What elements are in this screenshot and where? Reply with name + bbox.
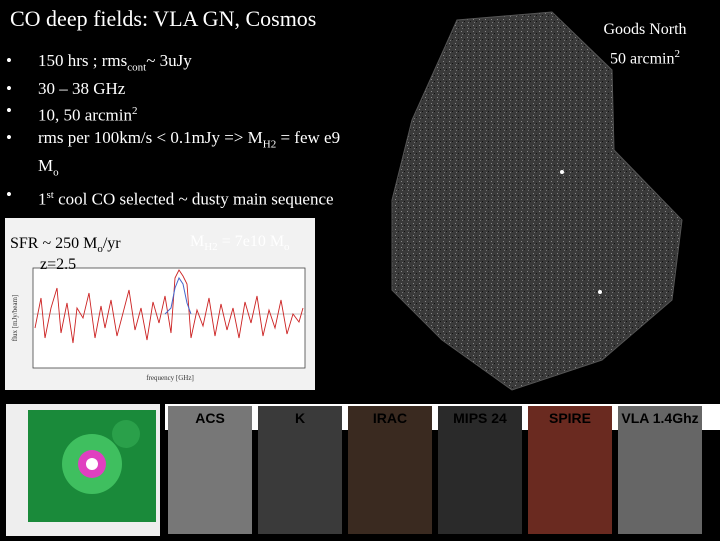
bullet-item: 1st cool CO selected ~ dusty main sequen… [6,184,351,211]
stamp-label: K [294,410,306,426]
field-label: Goods North 50 arcmin2 [603,21,687,68]
stamp-label: MIPS 24 [453,410,507,426]
sfr-annotation: SFR ~ 250 Mo/yr [10,235,121,256]
field-map-svg [391,11,683,391]
contour-svg [28,410,156,522]
bullet-item: 30 – 38 GHz [6,78,351,100]
source-marker [598,290,602,294]
contour-core [86,458,98,470]
stamp-mips24 [438,406,522,534]
stamp-irac [348,406,432,534]
bullet-list: 150 hrs ; rmscont~ 3uJy 30 – 38 GHz 10, … [6,50,351,210]
co-contour-image [6,404,160,536]
goods-north-field-map [352,0,720,405]
spectrum-svg: frequency [GHz] flux [mJy/beam] [11,267,306,382]
redshift-annotation: z=2.5 [40,256,77,273]
stamp-vla [618,406,702,534]
stamp-label: IRAC [372,410,408,426]
stamp-label: ACS [195,410,225,426]
contour-blob [112,420,140,448]
gas-mass-annotation: MH2 = 7e10 Mo [190,233,290,254]
stamp-spire [528,406,612,534]
field-footprint [391,11,683,391]
stamp-label: SPIRE [548,410,591,426]
stamp-label: VLA 1.4Ghz [621,410,699,426]
model-line [164,276,192,315]
bullet-item: 150 hrs ; rmscont~ 3uJy [6,50,351,78]
source-marker [560,170,564,174]
bullet-item: rms per 100km/s < 0.1mJy => MH2 = few e9… [6,127,351,184]
co-spectrum-plot: frequency [GHz] flux [mJy/beam] [5,218,315,390]
stamp-k [258,406,342,534]
stamp-acs [168,406,252,534]
bullet-item: 10, 50 arcmin2 [6,100,351,127]
x-axis-label: frequency [GHz] [146,374,194,382]
spectrum-line [34,269,304,344]
y-axis-label: flux [mJy/beam] [11,295,19,341]
slide-title: CO deep fields: VLA GN, Cosmos [10,6,317,31]
